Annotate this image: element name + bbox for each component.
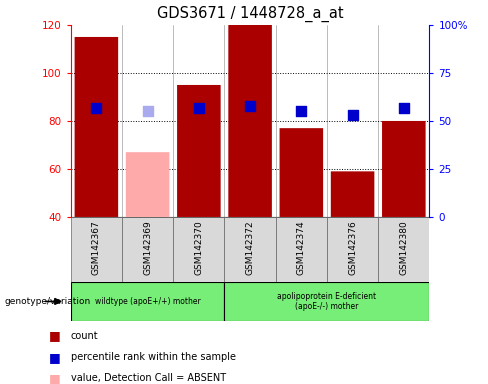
Bar [327,217,378,282]
Bar [224,282,429,321]
Point [298,108,305,114]
Title: GDS3671 / 1448728_a_at: GDS3671 / 1448728_a_at [157,6,344,22]
Text: GSM142370: GSM142370 [194,220,203,275]
Text: GSM142374: GSM142374 [297,220,306,275]
Text: value, Detection Call = ABSENT: value, Detection Call = ABSENT [71,373,226,383]
Text: GSM142376: GSM142376 [348,220,357,275]
Text: apolipoprotein E-deficient
(apoE-/-) mother: apolipoprotein E-deficient (apoE-/-) mot… [277,292,377,311]
Point [144,108,152,114]
Text: count: count [71,331,99,341]
Text: percentile rank within the sample: percentile rank within the sample [71,352,236,362]
Text: GSM142380: GSM142380 [399,220,408,275]
Text: GSM142367: GSM142367 [92,220,101,275]
Bar [71,282,224,321]
Bar [71,217,122,282]
Bar [122,217,173,282]
Text: wildtype (apoE+/+) mother: wildtype (apoE+/+) mother [95,297,201,306]
Bar [75,37,118,217]
Text: GSM142372: GSM142372 [245,220,255,275]
Text: GSM142369: GSM142369 [143,220,152,275]
Text: ■: ■ [49,372,61,384]
Bar [378,217,429,282]
Bar [280,128,323,217]
Text: genotype/variation: genotype/variation [5,297,91,306]
Text: ■: ■ [49,351,61,364]
Bar [126,152,169,217]
Bar [224,217,276,282]
Bar [228,25,272,217]
Bar [382,121,426,217]
Text: ■: ■ [49,329,61,343]
Bar [331,171,374,217]
Point [93,104,101,111]
Point [246,103,254,109]
Bar [173,217,224,282]
Bar [177,85,221,217]
Point [400,104,408,111]
Point [195,104,203,111]
Bar [276,217,327,282]
Point [349,112,357,118]
